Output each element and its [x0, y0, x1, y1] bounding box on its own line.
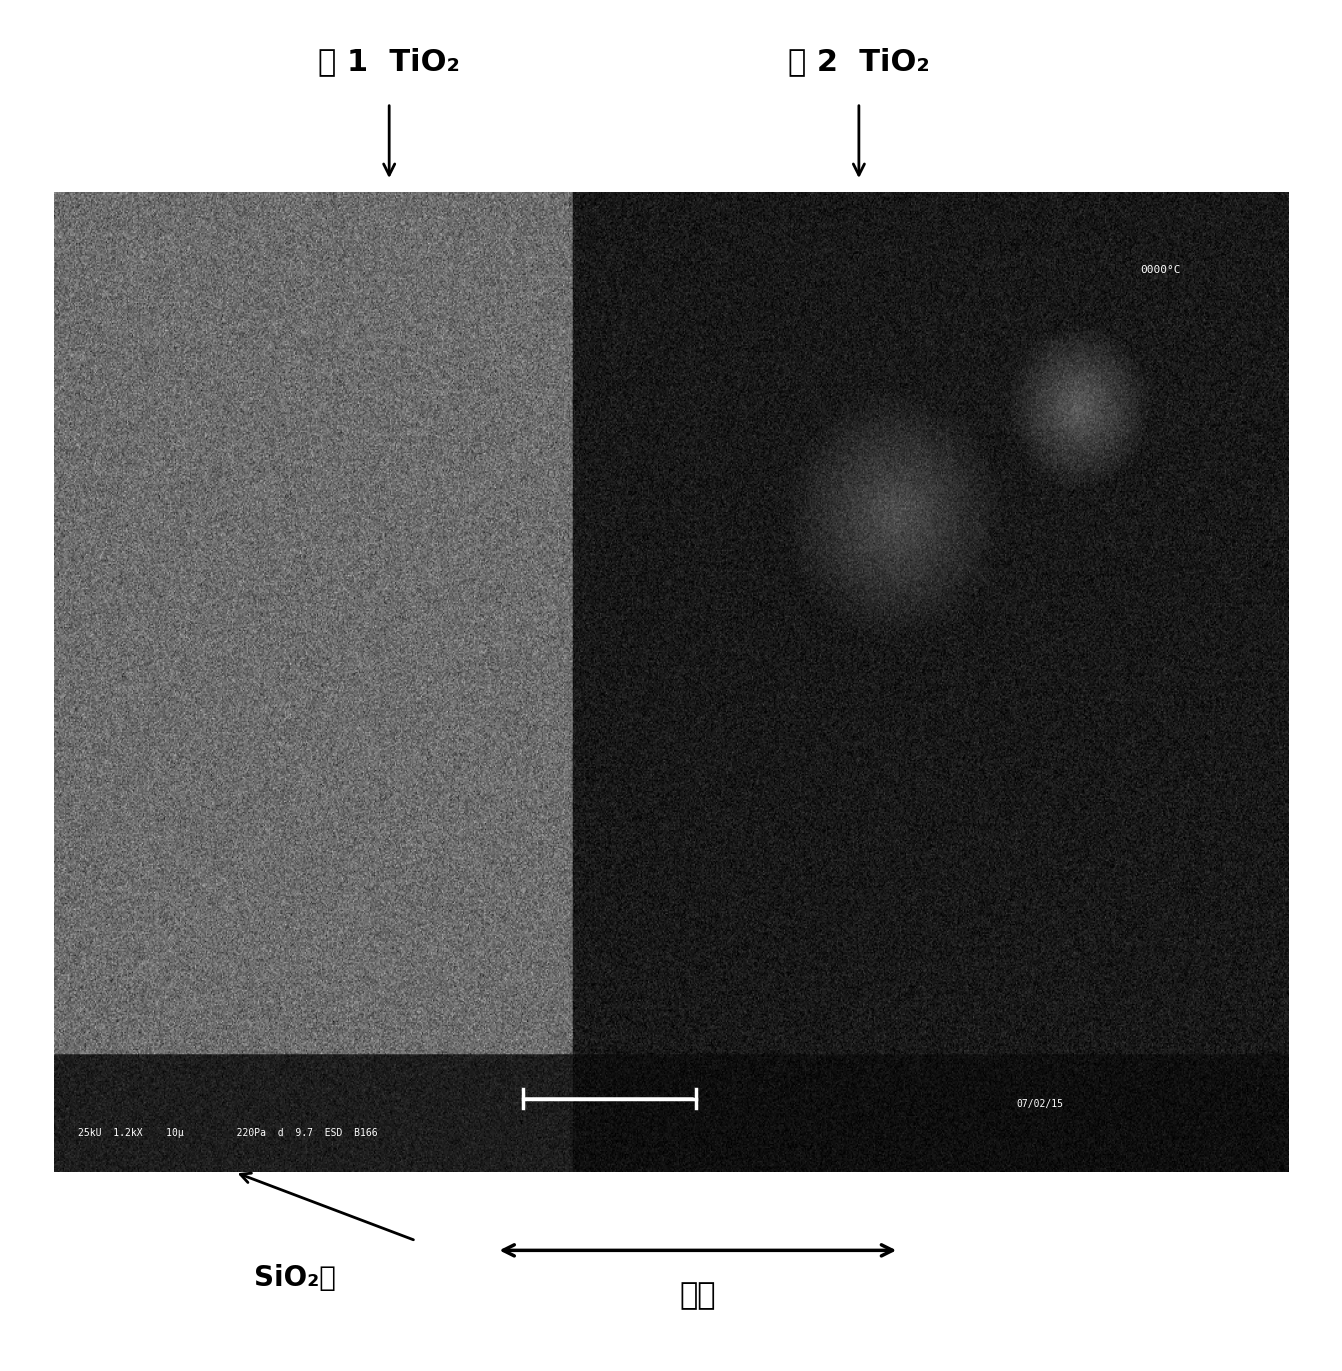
Text: 第 2  TiO₂: 第 2 TiO₂ [788, 47, 930, 77]
Text: 07/02/15: 07/02/15 [1017, 1098, 1064, 1109]
Text: SiO₂层: SiO₂层 [254, 1264, 337, 1291]
Text: 25kU  1.2kX    10μ         220Pa  d  9.7  ESD  B166: 25kU 1.2kX 10μ 220Pa d 9.7 ESD B166 [78, 1128, 378, 1138]
Text: 0000°C: 0000°C [1141, 266, 1181, 276]
Text: 碳层: 碳层 [679, 1281, 717, 1311]
Text: 第 1  TiO₂: 第 1 TiO₂ [318, 47, 460, 77]
